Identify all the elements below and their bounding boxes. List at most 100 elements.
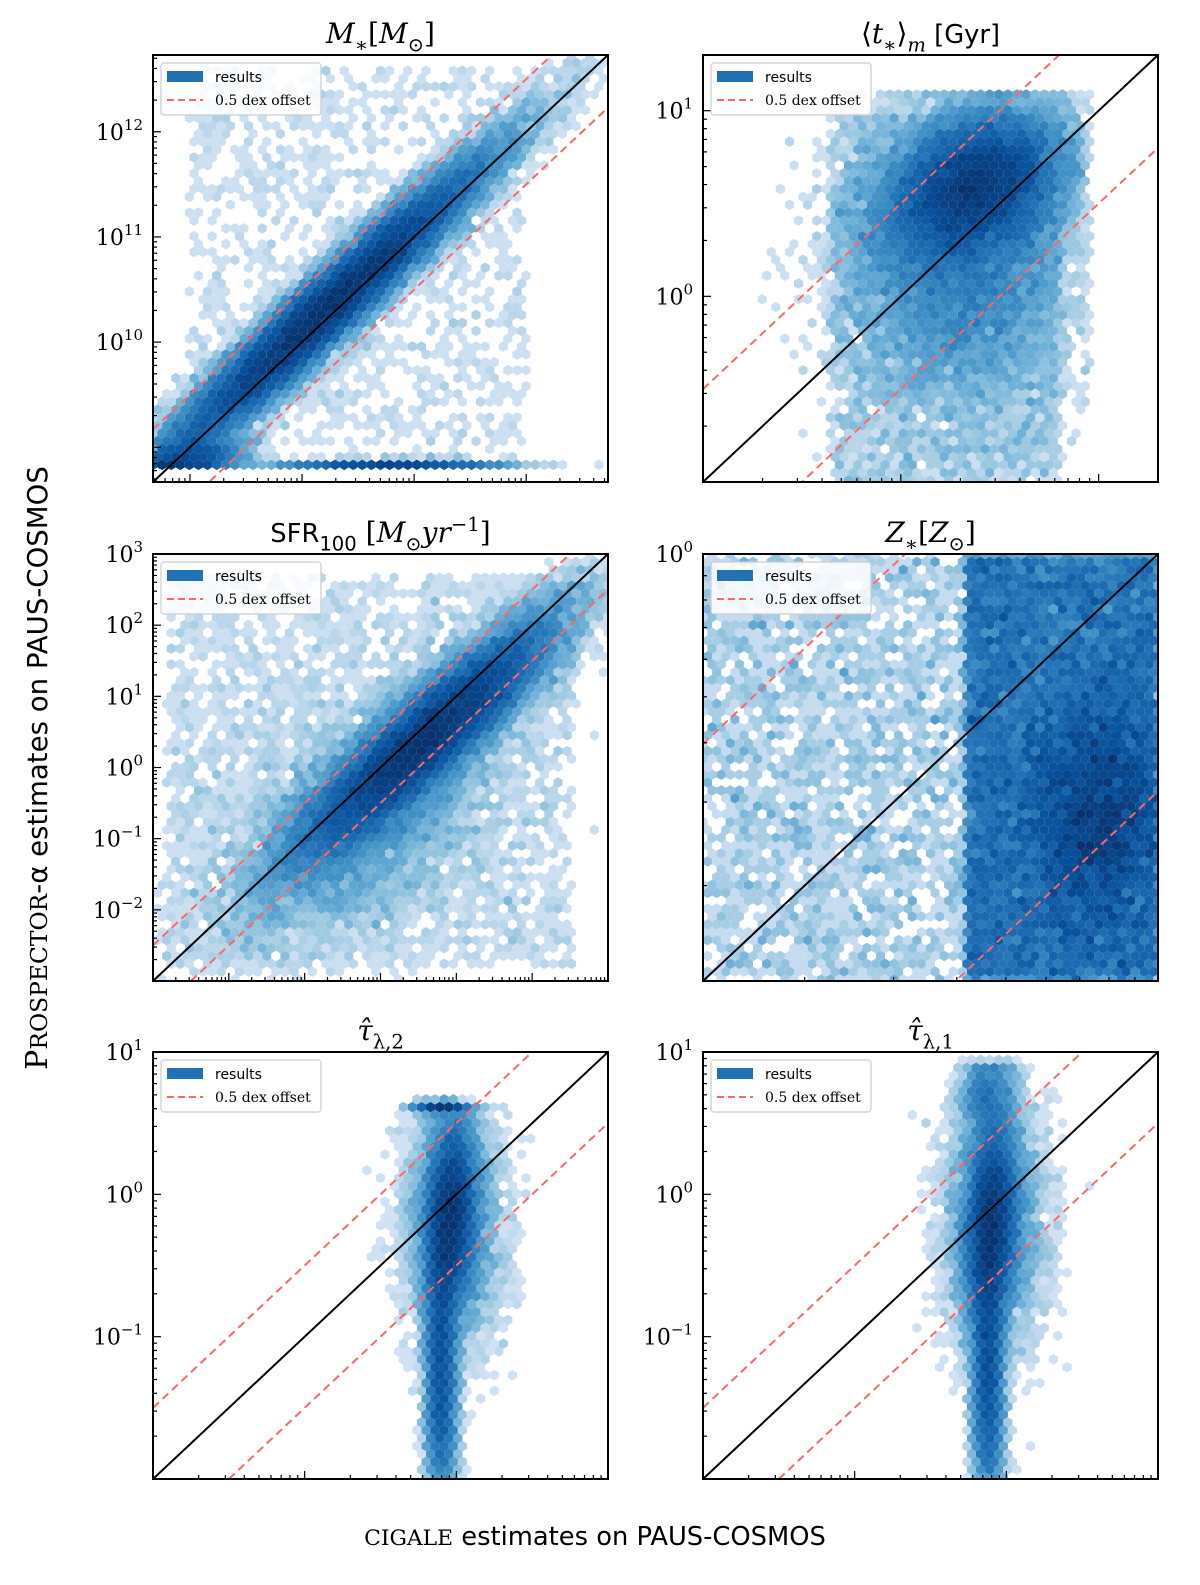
hexbin-cell bbox=[448, 301, 458, 313]
hexbin-cell bbox=[1035, 349, 1045, 360]
hexbin-cell bbox=[1048, 404, 1058, 415]
hexbin-cell bbox=[430, 396, 440, 407]
hexbin-cell bbox=[375, 753, 386, 765]
hexbin-cell bbox=[489, 357, 499, 368]
hexbin-cell bbox=[1012, 467, 1022, 478]
hexbin-cell bbox=[535, 698, 545, 709]
hexbin-cell bbox=[375, 848, 386, 859]
hexbin-cell bbox=[184, 864, 194, 875]
hexbin-cell bbox=[976, 104, 986, 116]
hexbin-cell bbox=[394, 254, 404, 266]
hexbin-cell bbox=[289, 793, 299, 804]
hexbin-cell bbox=[184, 396, 194, 407]
hexbin-cell bbox=[380, 341, 390, 352]
hexbin-cell bbox=[571, 603, 581, 615]
hexbin-cell bbox=[221, 785, 231, 796]
hexbin-cell bbox=[453, 840, 463, 851]
hexbin-cell bbox=[871, 191, 881, 203]
hexbin-cell bbox=[271, 388, 281, 400]
hexbin-cell bbox=[912, 341, 922, 352]
hexbin-cell bbox=[489, 120, 499, 132]
hexbin-cell bbox=[294, 848, 304, 859]
hexbin-cell bbox=[548, 753, 558, 765]
hexbin-cell bbox=[1048, 294, 1058, 305]
hexbin-cell bbox=[907, 475, 917, 482]
hexbin-cell bbox=[517, 745, 527, 757]
hexbin-cell bbox=[244, 420, 254, 431]
hexbin-cell bbox=[407, 667, 417, 678]
hexbin-cell bbox=[225, 357, 235, 368]
hexbin-cell bbox=[498, 761, 508, 772]
hexbin-cell bbox=[830, 246, 840, 258]
hexbin-cell bbox=[1071, 128, 1081, 140]
hexbin-cell bbox=[321, 911, 331, 922]
hexbin-cell bbox=[512, 349, 522, 360]
hexbin-cell bbox=[1012, 104, 1022, 116]
hexbin-cell bbox=[898, 270, 908, 281]
hexbin-cell bbox=[530, 144, 540, 155]
hexbin-cell bbox=[1085, 325, 1095, 337]
hexbin-cell bbox=[389, 730, 399, 741]
hexbin-cell bbox=[1076, 404, 1086, 415]
hexbin-cell bbox=[289, 950, 299, 962]
hexbin-cell bbox=[507, 588, 517, 599]
hexbin-cell bbox=[916, 238, 926, 250]
hexbin-cell bbox=[280, 152, 290, 163]
hexbin-cell bbox=[444, 808, 454, 820]
hexbin-cell bbox=[948, 152, 958, 163]
hexbin-cell bbox=[407, 714, 417, 725]
hexbin-cell bbox=[407, 231, 417, 242]
hexbin-cell bbox=[294, 864, 304, 875]
hexbin-cell bbox=[962, 380, 972, 392]
hexbin-cell bbox=[998, 301, 1008, 313]
hexbin-cell bbox=[221, 175, 231, 187]
hexbin-cell bbox=[507, 89, 517, 100]
hexbin-cell bbox=[316, 824, 326, 836]
hexbin-cell bbox=[466, 722, 477, 733]
hexbin-cell bbox=[521, 128, 531, 140]
hexbin-cell bbox=[916, 286, 926, 297]
hexbin-cell bbox=[821, 215, 831, 226]
hexbin-cell bbox=[535, 603, 545, 615]
hexbin-cell bbox=[298, 199, 308, 210]
hexbin-cell bbox=[916, 428, 926, 439]
hexbin-cell bbox=[1076, 136, 1086, 147]
hexbin-cell bbox=[239, 627, 249, 639]
hexbin-cell bbox=[366, 927, 376, 938]
hexbin-cell bbox=[548, 144, 558, 155]
hexbin-cell bbox=[517, 572, 527, 583]
hexbin-cell bbox=[903, 388, 913, 400]
hexbin-cell bbox=[216, 262, 226, 273]
hexbin-cell bbox=[312, 207, 322, 218]
hexbin-cell bbox=[539, 800, 549, 812]
hexbin-cell bbox=[394, 769, 404, 780]
axes-frame bbox=[702, 54, 1159, 483]
hexbin-cell bbox=[530, 848, 540, 859]
hexbin-cell bbox=[435, 420, 445, 431]
hexbin-cell bbox=[471, 761, 481, 772]
hexbin-cell bbox=[366, 317, 376, 329]
hexbin-cell bbox=[225, 667, 235, 678]
hexbin-cell bbox=[339, 365, 349, 376]
hexbin-cell bbox=[353, 420, 363, 431]
hexbin-cell bbox=[862, 175, 872, 187]
hexbin-cell bbox=[175, 428, 185, 439]
hexbin-cell bbox=[457, 175, 467, 187]
hexbin-cell bbox=[221, 333, 231, 344]
hexbin-cell bbox=[548, 832, 558, 843]
hexbin-cell bbox=[153, 903, 163, 914]
hexbin-cell bbox=[280, 966, 290, 977]
hexbin-cell bbox=[821, 294, 831, 305]
hexbin-cell bbox=[567, 596, 577, 607]
hexbin-cell bbox=[426, 667, 436, 678]
hexbin-cell bbox=[330, 317, 340, 329]
hexbin-cell bbox=[1021, 372, 1031, 384]
hexbin-cell bbox=[303, 191, 313, 203]
hexbin-cell bbox=[294, 380, 304, 392]
hexbin-cell bbox=[989, 365, 999, 376]
hexbin-cell bbox=[330, 864, 340, 875]
hexbin-cell bbox=[489, 714, 499, 725]
hexbin-cell bbox=[562, 572, 572, 583]
hexbin-cell bbox=[321, 769, 331, 780]
